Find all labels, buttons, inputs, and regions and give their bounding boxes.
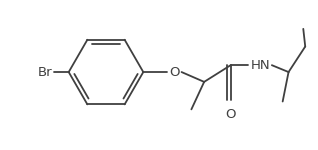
Text: Br: Br	[38, 66, 52, 79]
Text: HN: HN	[250, 59, 270, 72]
Text: O: O	[169, 66, 180, 79]
Text: O: O	[225, 108, 236, 121]
